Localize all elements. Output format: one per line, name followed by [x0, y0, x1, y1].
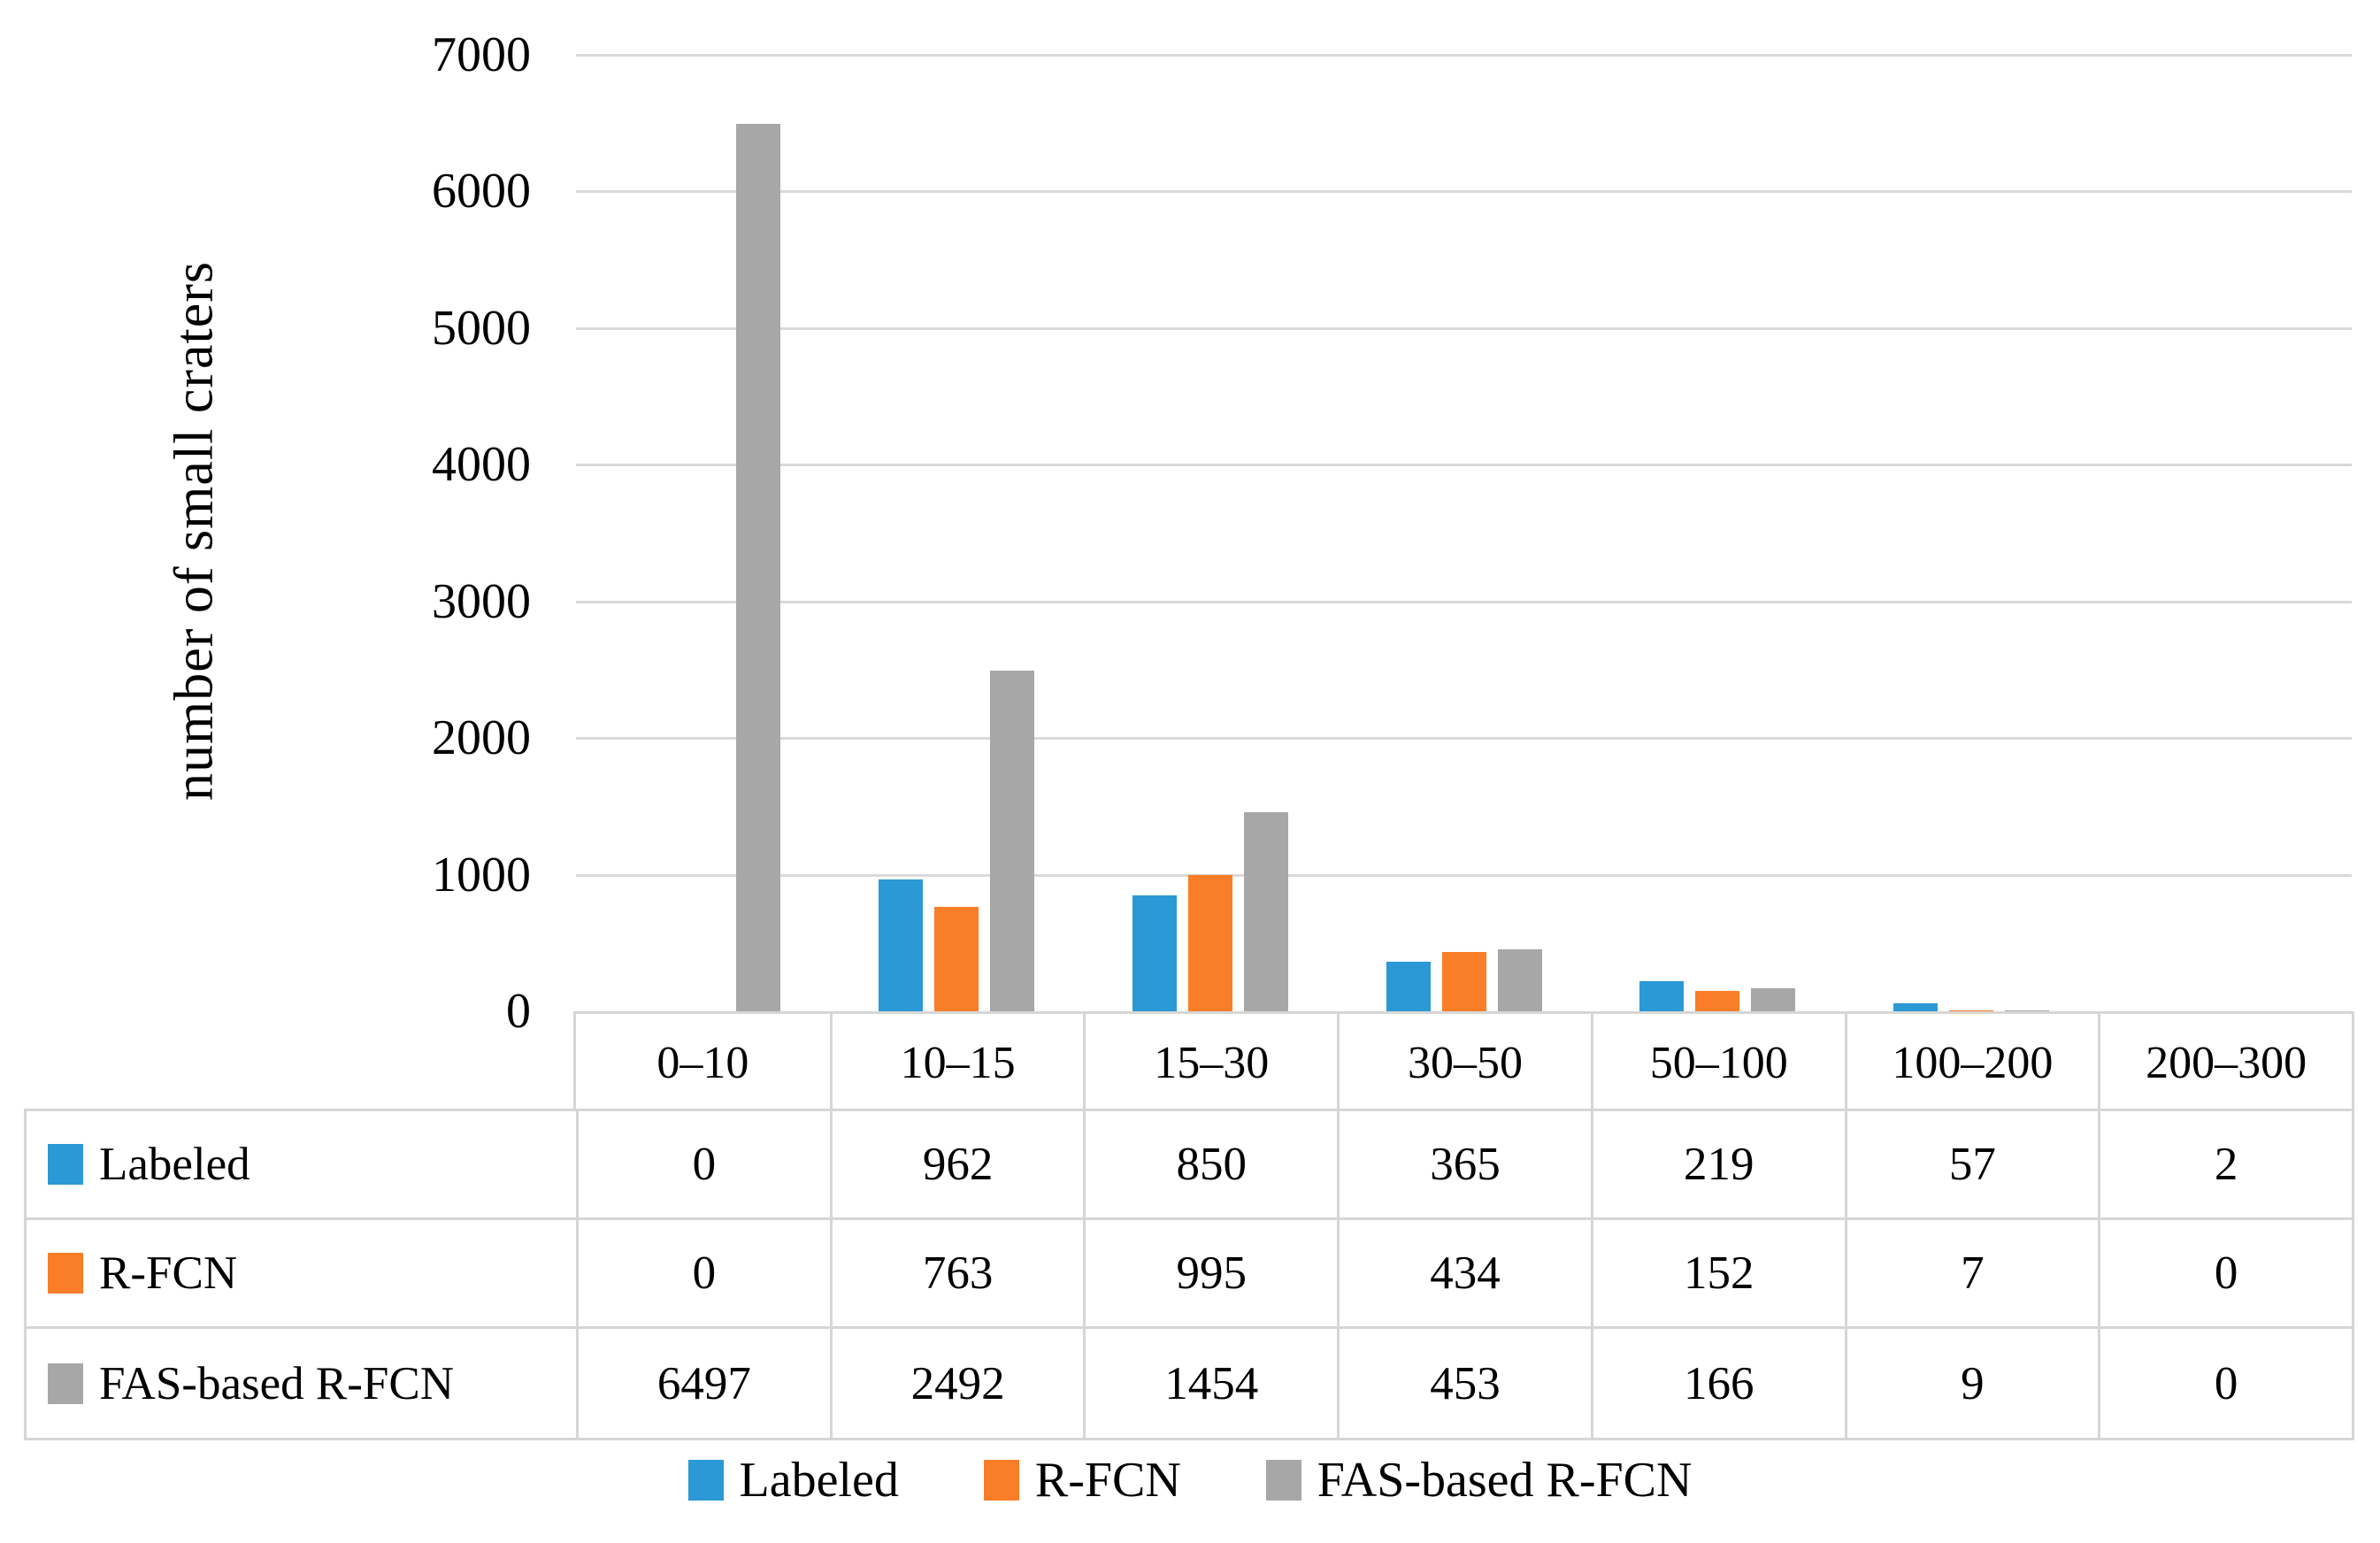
- gridline-5000: [576, 326, 2352, 330]
- table-header-cell-30-50: 30–50: [1337, 1014, 1591, 1111]
- table-cell-r-fcn-0-10: 0: [576, 1220, 830, 1329]
- bar-labeled-100-200: [1892, 1003, 1938, 1011]
- table-cell-fas-based-r-fcn-100-200: 9: [1844, 1329, 2099, 1438]
- y-axis-tick-label: 0: [506, 984, 531, 1039]
- table-header-cell-50-100: 50–100: [1590, 1014, 1845, 1111]
- bar-fas-based-r-fcn-50-100: [1751, 988, 1796, 1011]
- bar-r-fcn-100-200: [1948, 1009, 1993, 1011]
- table-cell-fas-based-r-fcn-10-15: 2492: [829, 1329, 1084, 1438]
- table-cell-r-fcn-50-100: 152: [1590, 1220, 1845, 1329]
- y-axis-tick-label: 7000: [432, 27, 531, 82]
- table-cell-labeled-10-15: 962: [829, 1111, 1084, 1220]
- table-row-label-fas-based-r-fcn: FAS-based R-FCN: [27, 1329, 576, 1438]
- table-cell-labeled-0-10: 0: [576, 1111, 830, 1220]
- chart-legend: Labeled R-FCN FAS-based R-FCN: [0, 1442, 2380, 1518]
- gridline-6000: [576, 190, 2352, 194]
- table-cell-r-fcn-10-15: 763: [829, 1220, 1084, 1329]
- table-cell-fas-based-r-fcn-0-10: 6497: [576, 1329, 830, 1438]
- legend-swatch-icon: [687, 1460, 724, 1501]
- table-cell-fas-based-r-fcn-15-30: 1454: [1083, 1329, 1337, 1438]
- table-cell-r-fcn-100-200: 7: [1844, 1220, 2099, 1329]
- bar-labeled-15-30: [1132, 894, 1177, 1011]
- series-color-swatch-icon: [48, 1253, 83, 1294]
- bar-fas-based-r-fcn-30-50: [1497, 949, 1542, 1011]
- gridline-7000: [576, 54, 2352, 57]
- bar-fas-based-r-fcn-100-200: [2004, 1009, 2049, 1011]
- bar-labeled-30-50: [1386, 961, 1431, 1011]
- table-header-cell-0-10: 0–10: [656, 1037, 749, 1088]
- table-cell-labeled-200-300: 2: [2098, 1111, 2352, 1220]
- table-cell-r-fcn-15-30: 995: [1083, 1220, 1338, 1329]
- table-cell-labeled-50-100: 219: [1590, 1111, 1845, 1220]
- table-cell-fas-based-r-fcn-200-300: 0: [2098, 1329, 2352, 1438]
- bar-r-fcn-15-30: [1187, 875, 1232, 1011]
- table-cell-r-fcn-30-50: 434: [1337, 1220, 1591, 1329]
- y-axis-tick-label: 3000: [432, 573, 531, 629]
- legend-item-r-fcn: R-FCN: [983, 1452, 1181, 1508]
- gridline-4000: [576, 464, 2352, 467]
- bar-labeled-50-100: [1639, 981, 1685, 1011]
- gridline-1000: [576, 873, 2352, 877]
- legend-label: FAS-based R-FCN: [1317, 1453, 1693, 1508]
- table-header-cell-100-200: 100–200: [1844, 1014, 2099, 1111]
- table-cell-fas-based-r-fcn-50-100: 166: [1590, 1329, 1845, 1438]
- legend-label: Labeled: [739, 1453, 899, 1508]
- legend-label: R-FCN: [1034, 1453, 1181, 1508]
- table-row-label-labeled: Labeled: [27, 1111, 576, 1220]
- table-body: Labeled 0 962 850 365 219 57 2 R-FCN 0 763 995 434 15…: [24, 1109, 2354, 1440]
- table-cell-fas-based-r-fcn-30-50: 453: [1337, 1329, 1591, 1438]
- y-axis-tick-label: 5000: [432, 300, 531, 356]
- table-header-cell-10-15: 10–15: [829, 1014, 1084, 1111]
- table-cell-labeled-15-30: 850: [1083, 1111, 1338, 1220]
- series-color-swatch-icon: [48, 1363, 83, 1404]
- y-axis-tick-label: 1000: [432, 847, 531, 902]
- table-header-cell-15-30: 15–30: [1083, 1014, 1337, 1111]
- series-name: R-FCN: [99, 1247, 238, 1299]
- series-name: FAS-based R-FCN: [99, 1357, 454, 1409]
- gridline-3000: [576, 600, 2352, 603]
- table-row-label-r-fcn: R-FCN: [27, 1220, 576, 1329]
- legend-swatch-icon: [1265, 1460, 1301, 1501]
- legend-item-fas-based-r-fcn: FAS-based R-FCN: [1265, 1452, 1693, 1508]
- legend-swatch-icon: [983, 1460, 1019, 1501]
- bar-fas-based-r-fcn-0-10: [736, 123, 781, 1011]
- legend-item-labeled: Labeled: [687, 1452, 899, 1508]
- table-header-cell-200-300: 200–300: [2098, 1014, 2352, 1111]
- y-axis-tick-label: 4000: [432, 437, 531, 493]
- table-cell-labeled-100-200: 57: [1844, 1111, 2099, 1220]
- plot-area: [576, 54, 2352, 1011]
- bar-fas-based-r-fcn-10-15: [990, 671, 1035, 1011]
- y-axis-tick-label: 2000: [432, 710, 531, 766]
- table-header-row: 0–10 10–15 15–30 30–50 50–100 100–200 200–300: [573, 1011, 2354, 1111]
- table-cell-labeled-30-50: 365: [1337, 1111, 1591, 1220]
- y-axis-tick-label: 6000: [432, 164, 531, 219]
- series-color-swatch-icon: [48, 1144, 83, 1185]
- gridline-2000: [576, 737, 2352, 741]
- bar-r-fcn-30-50: [1441, 951, 1486, 1011]
- series-name: Labeled: [99, 1139, 250, 1190]
- bar-labeled-10-15: [879, 879, 924, 1011]
- table-cell-r-fcn-200-300: 0: [2098, 1220, 2352, 1329]
- bar-r-fcn-50-100: [1695, 990, 1740, 1011]
- bar-fas-based-r-fcn-15-30: [1243, 812, 1288, 1011]
- bar-r-fcn-10-15: [934, 907, 979, 1011]
